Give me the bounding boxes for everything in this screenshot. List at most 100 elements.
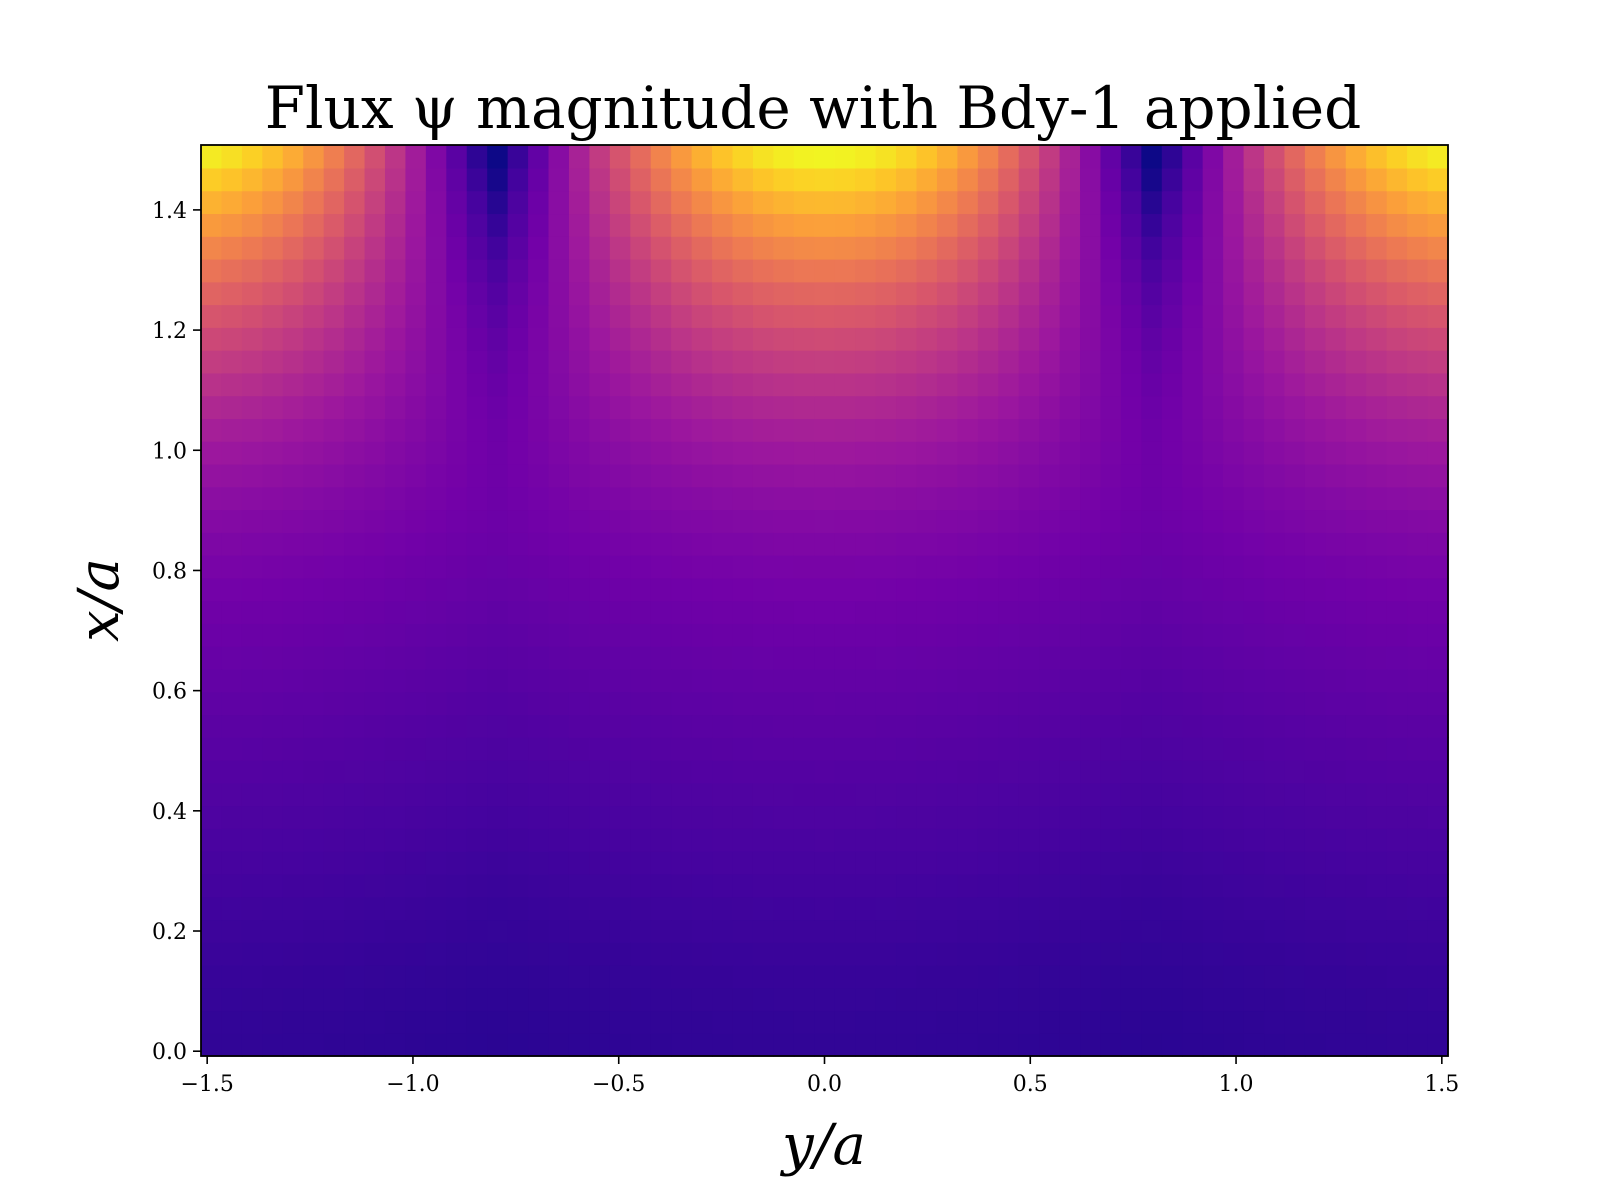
heatmap-cell — [936, 509, 959, 533]
heatmap-cell — [1243, 1033, 1265, 1057]
heatmap-cell — [650, 964, 672, 989]
heatmap-cell — [691, 691, 713, 716]
heatmap-cell — [1100, 463, 1122, 488]
heatmap-cell — [609, 509, 631, 533]
heatmap-cell — [1325, 919, 1347, 943]
heatmap-cell — [201, 782, 223, 807]
heatmap-cell — [1284, 942, 1306, 966]
heatmap-cell — [241, 577, 264, 602]
heatmap-cell — [241, 213, 264, 237]
heatmap-cell — [1223, 1033, 1245, 1057]
heatmap-cell — [896, 554, 918, 579]
heatmap-cell — [957, 304, 979, 328]
heatmap-cell — [364, 942, 386, 966]
heatmap-cell — [323, 372, 345, 397]
heatmap-cell — [466, 145, 488, 169]
heatmap-cell — [1018, 304, 1040, 328]
heatmap-cell — [671, 805, 693, 829]
heatmap-cell — [834, 258, 856, 283]
heatmap-cell — [1386, 395, 1408, 419]
heatmap-cell — [1345, 600, 1367, 624]
heatmap-cell — [405, 463, 427, 488]
heatmap-cell — [1120, 646, 1143, 670]
heatmap-cell — [589, 577, 611, 602]
heatmap-cell — [855, 714, 877, 738]
heatmap-cell — [1284, 258, 1306, 283]
heatmap-cell — [323, 509, 345, 533]
heatmap-cell — [1345, 873, 1367, 898]
heatmap-cell — [855, 258, 877, 283]
heatmap-cell — [1386, 304, 1408, 328]
heatmap-cell — [936, 873, 959, 898]
heatmap-cell — [1427, 1033, 1449, 1057]
heatmap-cell — [998, 258, 1020, 283]
heatmap-cell — [834, 349, 856, 374]
heatmap-cell — [1407, 395, 1429, 419]
heatmap-cell — [303, 600, 325, 624]
heatmap-cell — [1182, 691, 1204, 716]
heatmap-cell — [1243, 349, 1265, 374]
heatmap-cell — [1407, 577, 1429, 602]
heatmap-cell — [528, 600, 550, 624]
heatmap-cell — [752, 782, 775, 807]
heatmap-cell — [241, 919, 264, 943]
heatmap-cell — [548, 759, 570, 784]
heatmap-cell — [487, 987, 509, 1012]
heatmap-cell — [344, 418, 366, 442]
heatmap-cell — [998, 281, 1020, 306]
x-tick-label: −1.5 — [180, 1072, 233, 1097]
heatmap-cell — [1202, 623, 1224, 647]
heatmap-cell — [957, 236, 979, 260]
heatmap-cell — [466, 304, 488, 328]
heatmap-cell — [1325, 577, 1347, 602]
heatmap-cell — [384, 714, 407, 738]
heatmap-cell — [425, 213, 448, 237]
heatmap-cell — [1304, 942, 1327, 966]
heatmap-cell — [262, 737, 284, 761]
heatmap-cell — [241, 372, 264, 397]
heatmap-cell — [773, 554, 795, 579]
heatmap-cell — [1141, 1010, 1163, 1034]
heatmap-cell — [1366, 236, 1388, 260]
heatmap-cell — [916, 714, 938, 738]
heatmap-cell — [1264, 167, 1286, 192]
heatmap-cell — [936, 1033, 959, 1057]
heatmap-cell — [1100, 190, 1122, 215]
heatmap-cell — [548, 327, 570, 351]
heatmap-cell — [1161, 1010, 1183, 1034]
heatmap-cell — [1223, 737, 1245, 761]
heatmap-cell — [528, 281, 550, 306]
heatmap-cell — [1284, 213, 1306, 237]
heatmap-cell — [1059, 509, 1081, 533]
heatmap-cell — [1304, 782, 1327, 807]
heatmap-cell — [1407, 554, 1429, 579]
heatmap-cell — [936, 304, 959, 328]
heatmap-cell — [1366, 304, 1388, 328]
heatmap-cell — [1202, 1010, 1224, 1034]
heatmap-cell — [548, 828, 570, 852]
heatmap-cell — [589, 486, 611, 511]
heatmap-cell — [487, 258, 509, 283]
heatmap-cell — [1304, 1033, 1327, 1057]
heatmap-cell — [1264, 691, 1286, 716]
heatmap-cell — [875, 213, 897, 237]
heatmap-cell — [1039, 987, 1061, 1012]
heatmap-cell — [1284, 167, 1306, 192]
heatmap-cell — [364, 919, 386, 943]
heatmap-cell — [1039, 145, 1061, 169]
heatmap-cell — [1039, 782, 1061, 807]
heatmap-cell — [466, 851, 488, 875]
heatmap-cell — [834, 1010, 856, 1034]
heatmap-cell — [1080, 691, 1102, 716]
heatmap-cell — [773, 304, 795, 328]
heatmap-cell — [773, 532, 795, 556]
heatmap-cell — [650, 873, 672, 898]
heatmap-cell — [998, 691, 1020, 716]
heatmap-cell — [773, 851, 795, 875]
heatmap-cell — [875, 851, 897, 875]
heatmap-cell — [364, 646, 386, 670]
heatmap-cell — [650, 213, 672, 237]
heatmap-cell — [834, 281, 856, 306]
heatmap-cell — [1202, 759, 1224, 784]
heatmap-cell — [1161, 805, 1183, 829]
